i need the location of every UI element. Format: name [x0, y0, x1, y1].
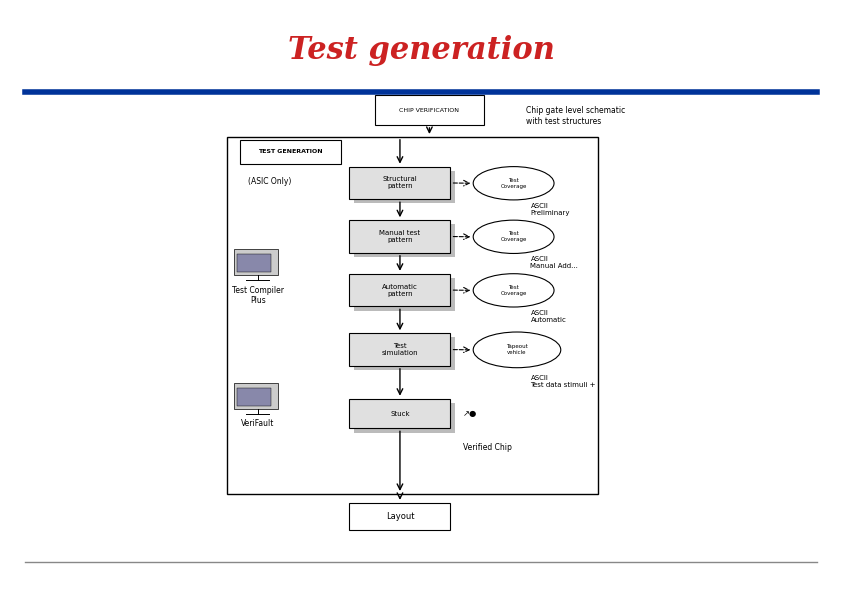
- Text: Test
simulation: Test simulation: [381, 343, 418, 356]
- Text: ASCII
Test data stimuli +: ASCII Test data stimuli +: [530, 375, 596, 389]
- FancyBboxPatch shape: [354, 278, 455, 311]
- FancyBboxPatch shape: [349, 399, 450, 428]
- Text: TEST GENERATION: TEST GENERATION: [258, 149, 322, 154]
- FancyBboxPatch shape: [234, 249, 278, 275]
- Text: CHIP VERIFICATION: CHIP VERIFICATION: [399, 108, 460, 112]
- Text: Tapeout
vehicle: Tapeout vehicle: [506, 345, 528, 355]
- Text: (ASIC Only): (ASIC Only): [248, 177, 292, 186]
- FancyBboxPatch shape: [354, 337, 455, 370]
- Text: Chip gate level schematic
with test structures: Chip gate level schematic with test stru…: [526, 107, 626, 126]
- FancyBboxPatch shape: [349, 167, 450, 199]
- Text: Stuck: Stuck: [390, 411, 410, 416]
- FancyBboxPatch shape: [234, 383, 278, 409]
- Text: Manual test
pattern: Manual test pattern: [380, 230, 420, 243]
- FancyBboxPatch shape: [375, 95, 484, 125]
- Text: Layout: Layout: [386, 512, 414, 521]
- Ellipse shape: [473, 220, 554, 253]
- FancyBboxPatch shape: [349, 503, 450, 530]
- Text: ↗●: ↗●: [463, 409, 477, 418]
- FancyBboxPatch shape: [237, 388, 271, 406]
- Text: Automatic
pattern: Automatic pattern: [382, 284, 418, 296]
- Text: Test
Coverage: Test Coverage: [500, 285, 527, 296]
- Text: ASCII
Automatic: ASCII Automatic: [530, 310, 567, 323]
- FancyBboxPatch shape: [349, 333, 450, 366]
- Text: Test
Coverage: Test Coverage: [500, 178, 527, 189]
- Ellipse shape: [473, 274, 554, 307]
- FancyBboxPatch shape: [349, 274, 450, 306]
- FancyBboxPatch shape: [354, 224, 455, 257]
- Ellipse shape: [473, 167, 554, 200]
- Ellipse shape: [473, 332, 561, 368]
- FancyBboxPatch shape: [349, 220, 450, 253]
- FancyBboxPatch shape: [354, 171, 455, 203]
- FancyBboxPatch shape: [237, 254, 271, 272]
- FancyBboxPatch shape: [227, 137, 598, 494]
- Text: Test
Coverage: Test Coverage: [500, 231, 527, 242]
- Text: VeriFault: VeriFault: [241, 419, 274, 428]
- Text: ASCII
Preliminary: ASCII Preliminary: [530, 203, 570, 216]
- FancyBboxPatch shape: [354, 403, 455, 433]
- FancyBboxPatch shape: [240, 140, 341, 164]
- Text: Verified Chip: Verified Chip: [463, 443, 512, 452]
- Text: Test Compiler
Plus: Test Compiler Plus: [232, 286, 284, 305]
- Text: ASCII
Manual Add...: ASCII Manual Add...: [530, 256, 578, 270]
- Text: Structural
pattern: Structural pattern: [382, 177, 418, 189]
- Text: Test generation: Test generation: [288, 35, 554, 66]
